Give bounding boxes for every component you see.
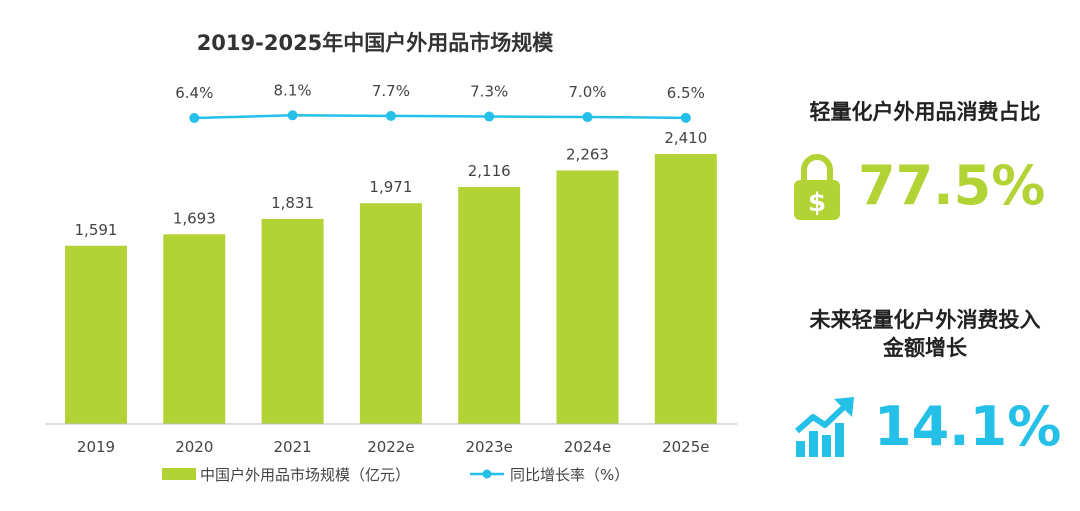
kpi1-row: $ 77.5% xyxy=(794,150,1045,222)
kpi2-value: 14.1% xyxy=(874,395,1062,458)
bar-2022e xyxy=(359,203,422,424)
kpi2-title: 未来轻量化户外消费投入 金额增长 xyxy=(780,306,1070,362)
growth-rate-point-2023e xyxy=(484,111,495,122)
bar-value-label-2024e: 2,263 xyxy=(566,145,609,163)
kpi1-value: 77.5% xyxy=(858,154,1046,217)
x-tick-2022e: 2022e xyxy=(367,438,414,456)
kpi2-title-line1: 未来轻量化户外消费投入 xyxy=(809,308,1041,332)
growth-rate-label-2021: 8.1% xyxy=(274,81,312,99)
bar-value-label-2022e: 1,971 xyxy=(369,178,412,196)
bar-value-label-2020: 1,693 xyxy=(173,209,216,227)
legend-bar-label: 中国户外用品市场规模（亿元） xyxy=(200,466,410,484)
svg-text:$: $ xyxy=(808,188,826,218)
growth-rate-point-2020 xyxy=(189,113,200,123)
x-tick-2021: 2021 xyxy=(274,438,312,456)
bar-value-label-2023e: 2,116 xyxy=(468,162,511,180)
kpi1-title: 轻量化户外用品消费占比 xyxy=(809,100,1041,124)
growth-rate-point-2021 xyxy=(287,110,298,121)
growth-rate-label-2024e: 7.0% xyxy=(568,83,606,101)
legend-bar-swatch xyxy=(162,468,196,480)
bar-2021 xyxy=(261,218,324,424)
growth-rate-point-2025e xyxy=(680,112,691,123)
bar-value-label-2021: 1,831 xyxy=(271,194,314,212)
legend-line-marker xyxy=(482,469,492,479)
bar-value-label-2025e: 2,410 xyxy=(664,129,707,147)
line-layer: 6.4% 8.1% 7.7% 7.3% 7.0% 6.5% xyxy=(175,81,705,123)
growth-rate-label-2022e: 7.7% xyxy=(372,82,410,100)
kpi2-row: 14.1% xyxy=(794,392,1061,462)
growth-chart-icon xyxy=(795,397,854,457)
side-panel: 轻量化户外用品消费占比 $ 77.5% 未来轻量化户外消费投入 金额增长 14.… xyxy=(780,0,1080,511)
bar-2019 xyxy=(65,245,127,424)
x-tick-2024e: 2024e xyxy=(564,438,611,456)
kpi2-title-line2: 金额增长 xyxy=(883,336,967,360)
growth-rate-label-2020: 6.4% xyxy=(175,84,213,102)
bar-2020 xyxy=(163,234,226,424)
legend-line-label: 同比增长率（%） xyxy=(510,466,629,484)
growth-rate-point-2024e xyxy=(582,112,593,123)
x-tick-2020: 2020 xyxy=(175,438,213,456)
bar-value-label-2019: 1,591 xyxy=(75,221,118,239)
growth-rate-label-2023e: 7.3% xyxy=(470,83,508,101)
x-tick-2025e: 2025e xyxy=(662,438,709,456)
lock-dollar-icon: $ xyxy=(794,154,840,220)
bar-2023e xyxy=(458,186,521,424)
x-tick-2023e: 2023e xyxy=(465,438,512,456)
bars-layer: 1,591 1,693 1,831 1,971 2,116 2,263 2,410 xyxy=(65,129,717,424)
legend: 中国户外用品市场规模（亿元） 同比增长率（%） xyxy=(162,466,629,484)
bar-2025e xyxy=(654,154,717,424)
x-tick-labels: 2019 2020 2021 2022e 2023e 2024e 2025e xyxy=(77,438,710,456)
growth-rate-line xyxy=(194,114,686,120)
x-tick-2019: 2019 xyxy=(77,438,115,456)
growth-rate-point-2022e xyxy=(385,110,396,121)
growth-rate-label-2025e: 6.5% xyxy=(667,84,705,102)
chart: 2019-2025年中国户外用品市场规模 1,591 1,693 1,831 1,97… xyxy=(45,31,737,484)
chart-title: 2019-2025年中国户外用品市场规模 xyxy=(197,31,555,55)
bar-2024e xyxy=(556,170,619,424)
